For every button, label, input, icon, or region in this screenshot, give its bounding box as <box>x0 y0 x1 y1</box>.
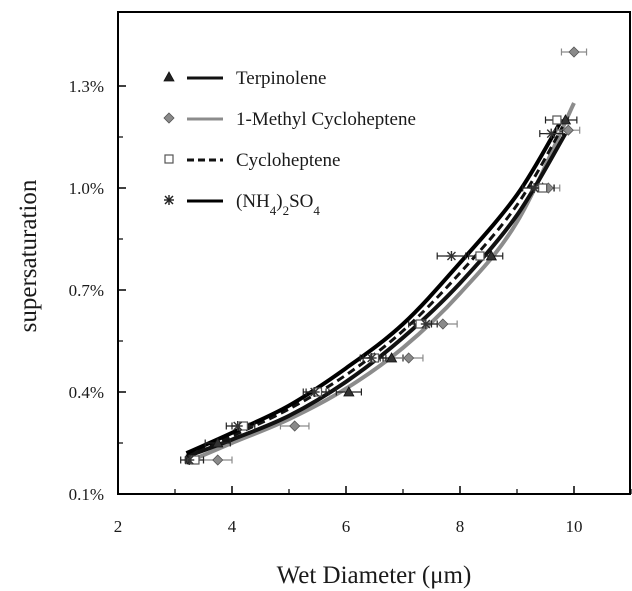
y-tick-label: 1.0% <box>69 179 104 198</box>
legend-label: Terpinolene <box>236 68 326 89</box>
legend-item: Terpinolene <box>163 68 326 89</box>
legend-marker <box>164 195 174 205</box>
data-point <box>529 183 540 193</box>
data-point <box>232 421 243 431</box>
data-point <box>420 319 431 329</box>
x-tick-label: 4 <box>228 517 237 536</box>
data-point <box>385 352 398 363</box>
x-axis-title: Wet Diameter (μm) <box>277 562 472 589</box>
data-point <box>559 114 572 125</box>
data-point <box>289 420 301 432</box>
data-point <box>538 183 548 193</box>
y-axis: 0.1% 0.4% 0.7% 1.0% 1.3% <box>69 77 126 504</box>
data-point <box>552 115 562 125</box>
data-point <box>485 250 498 261</box>
data-points <box>184 46 580 466</box>
legend-marker <box>163 112 175 124</box>
data-point <box>212 454 224 466</box>
y-tick-label: 0.1% <box>69 485 104 504</box>
x-tick-label: 10 <box>566 517 583 536</box>
legend-label: Cycloheptene <box>236 150 340 171</box>
x-tick-label: 8 <box>456 517 465 536</box>
legend-item: (NH4)2SO4 <box>164 191 320 218</box>
data-point <box>475 251 485 261</box>
x-tick-label: 2 <box>114 517 123 536</box>
x-tick-label: 6 <box>342 517 351 536</box>
plot-frame <box>117 11 631 495</box>
x-axis: 2 4 6 8 10 <box>114 486 632 536</box>
legend-item: Cycloheptene <box>164 150 340 171</box>
data-point <box>309 387 320 397</box>
fit-curve <box>185 132 568 459</box>
fit-curve <box>185 126 564 458</box>
legend-marker <box>164 154 174 164</box>
data-point <box>568 46 580 58</box>
legend-label: 1-Methyl Cycloheptene <box>236 109 416 130</box>
data-point <box>184 455 195 465</box>
data-point <box>366 353 377 363</box>
fit-curve <box>185 122 562 456</box>
data-point <box>562 124 574 136</box>
y-axis-title: supersaturation <box>15 179 42 332</box>
legend-item: 1-Methyl Cycloheptene <box>163 109 416 130</box>
y-tick-label: 0.4% <box>69 383 104 402</box>
y-tick-label: 1.3% <box>69 77 104 96</box>
data-point <box>343 386 355 397</box>
y-tick-label: 0.7% <box>69 281 104 300</box>
data-point <box>546 128 557 139</box>
fit-curve <box>191 102 576 462</box>
data-point <box>403 352 415 364</box>
data-point <box>437 318 449 330</box>
legend-marker <box>163 71 175 82</box>
legend: Terpinolene 1-Methyl Cycloheptene Cyclohep… <box>163 68 416 218</box>
legend-label: (NH4)2SO4 <box>236 191 320 218</box>
data-point <box>446 251 457 261</box>
data-point <box>212 437 224 448</box>
